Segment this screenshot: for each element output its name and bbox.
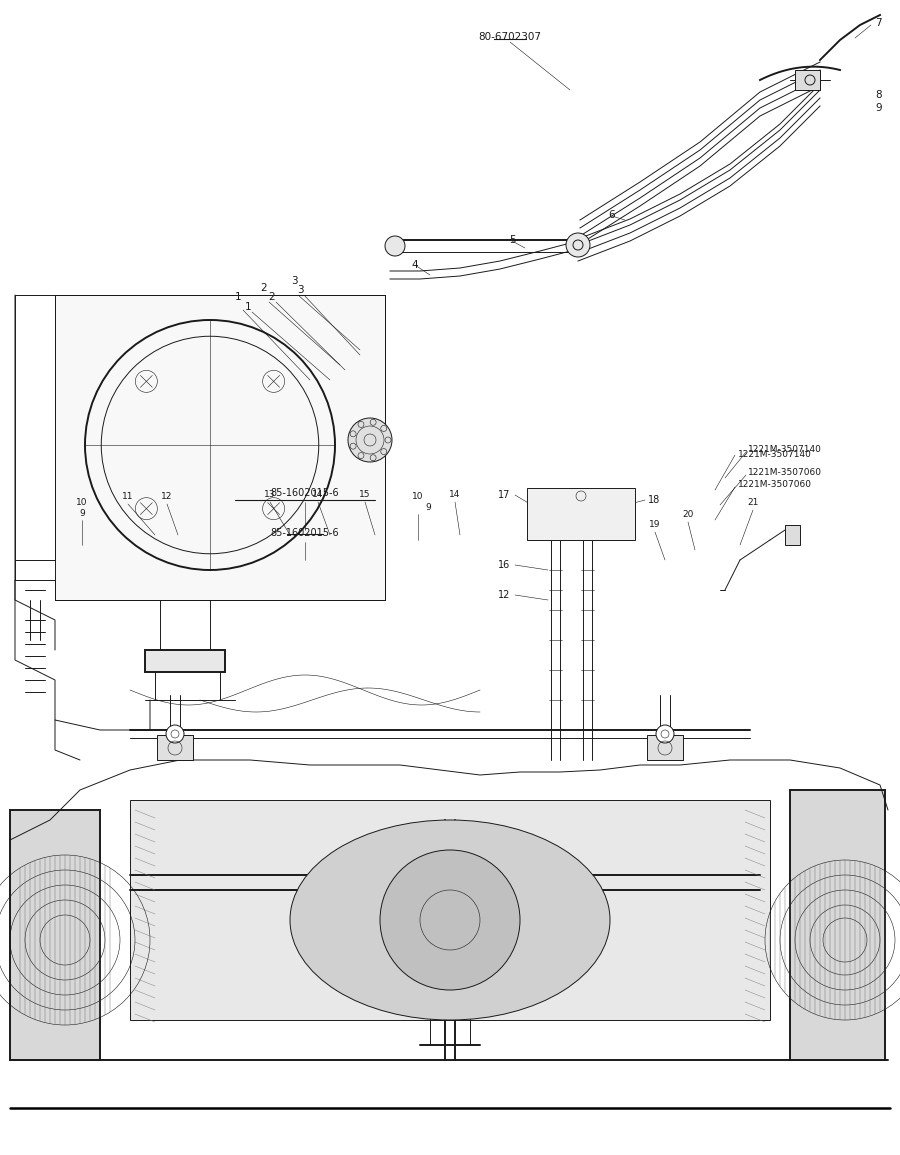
Text: 21: 21 — [747, 498, 759, 507]
Bar — [10, 810, 100, 1060]
Bar — [130, 800, 770, 1020]
Circle shape — [348, 418, 392, 462]
Text: 3: 3 — [297, 285, 303, 295]
Bar — [647, 735, 683, 760]
Text: 14: 14 — [312, 490, 324, 499]
Text: 8: 8 — [875, 90, 882, 100]
Circle shape — [166, 725, 184, 743]
Text: 1: 1 — [235, 292, 241, 301]
Text: 85-1602015-6: 85-1602015-6 — [271, 489, 339, 498]
Circle shape — [380, 850, 520, 990]
Text: 1221М-3507140: 1221М-3507140 — [738, 450, 812, 459]
Ellipse shape — [290, 820, 610, 1020]
Text: 1221М-3507060: 1221М-3507060 — [748, 468, 822, 477]
Text: 7: 7 — [875, 18, 882, 28]
Bar — [527, 489, 635, 541]
Text: 2: 2 — [269, 292, 275, 301]
Text: 20: 20 — [682, 511, 694, 519]
Text: 18: 18 — [648, 495, 661, 505]
Text: 10: 10 — [412, 492, 424, 501]
Text: 12: 12 — [161, 492, 173, 501]
Text: 4: 4 — [411, 260, 418, 270]
Bar — [55, 295, 385, 599]
Circle shape — [656, 725, 674, 743]
Text: 3: 3 — [291, 276, 297, 286]
Circle shape — [385, 236, 405, 256]
Bar — [785, 526, 800, 545]
Text: 80-6702307: 80-6702307 — [479, 32, 542, 42]
Text: 19: 19 — [649, 520, 661, 529]
Text: 2: 2 — [261, 283, 267, 293]
Text: 12: 12 — [498, 590, 510, 599]
Text: 9: 9 — [79, 509, 85, 517]
Bar — [157, 735, 193, 760]
Circle shape — [566, 233, 590, 258]
Text: 85-1602015-6: 85-1602015-6 — [271, 528, 339, 538]
Text: 9: 9 — [425, 502, 431, 512]
Text: 10: 10 — [76, 498, 88, 507]
Text: 9: 9 — [875, 103, 882, 113]
Text: 11: 11 — [122, 492, 134, 501]
Text: 6: 6 — [608, 210, 616, 219]
Text: 14: 14 — [449, 490, 461, 499]
Text: 1: 1 — [245, 301, 251, 312]
Text: 13: 13 — [265, 490, 275, 499]
Text: 1221М-3507060: 1221М-3507060 — [738, 480, 812, 489]
Text: 16: 16 — [498, 560, 510, 571]
Bar — [145, 650, 225, 672]
Bar — [795, 70, 820, 90]
Text: 1221М-3507140: 1221М-3507140 — [748, 445, 822, 454]
Bar — [790, 790, 885, 1060]
Text: 15: 15 — [359, 490, 371, 499]
Text: 5: 5 — [508, 234, 516, 245]
Text: 17: 17 — [498, 490, 510, 500]
